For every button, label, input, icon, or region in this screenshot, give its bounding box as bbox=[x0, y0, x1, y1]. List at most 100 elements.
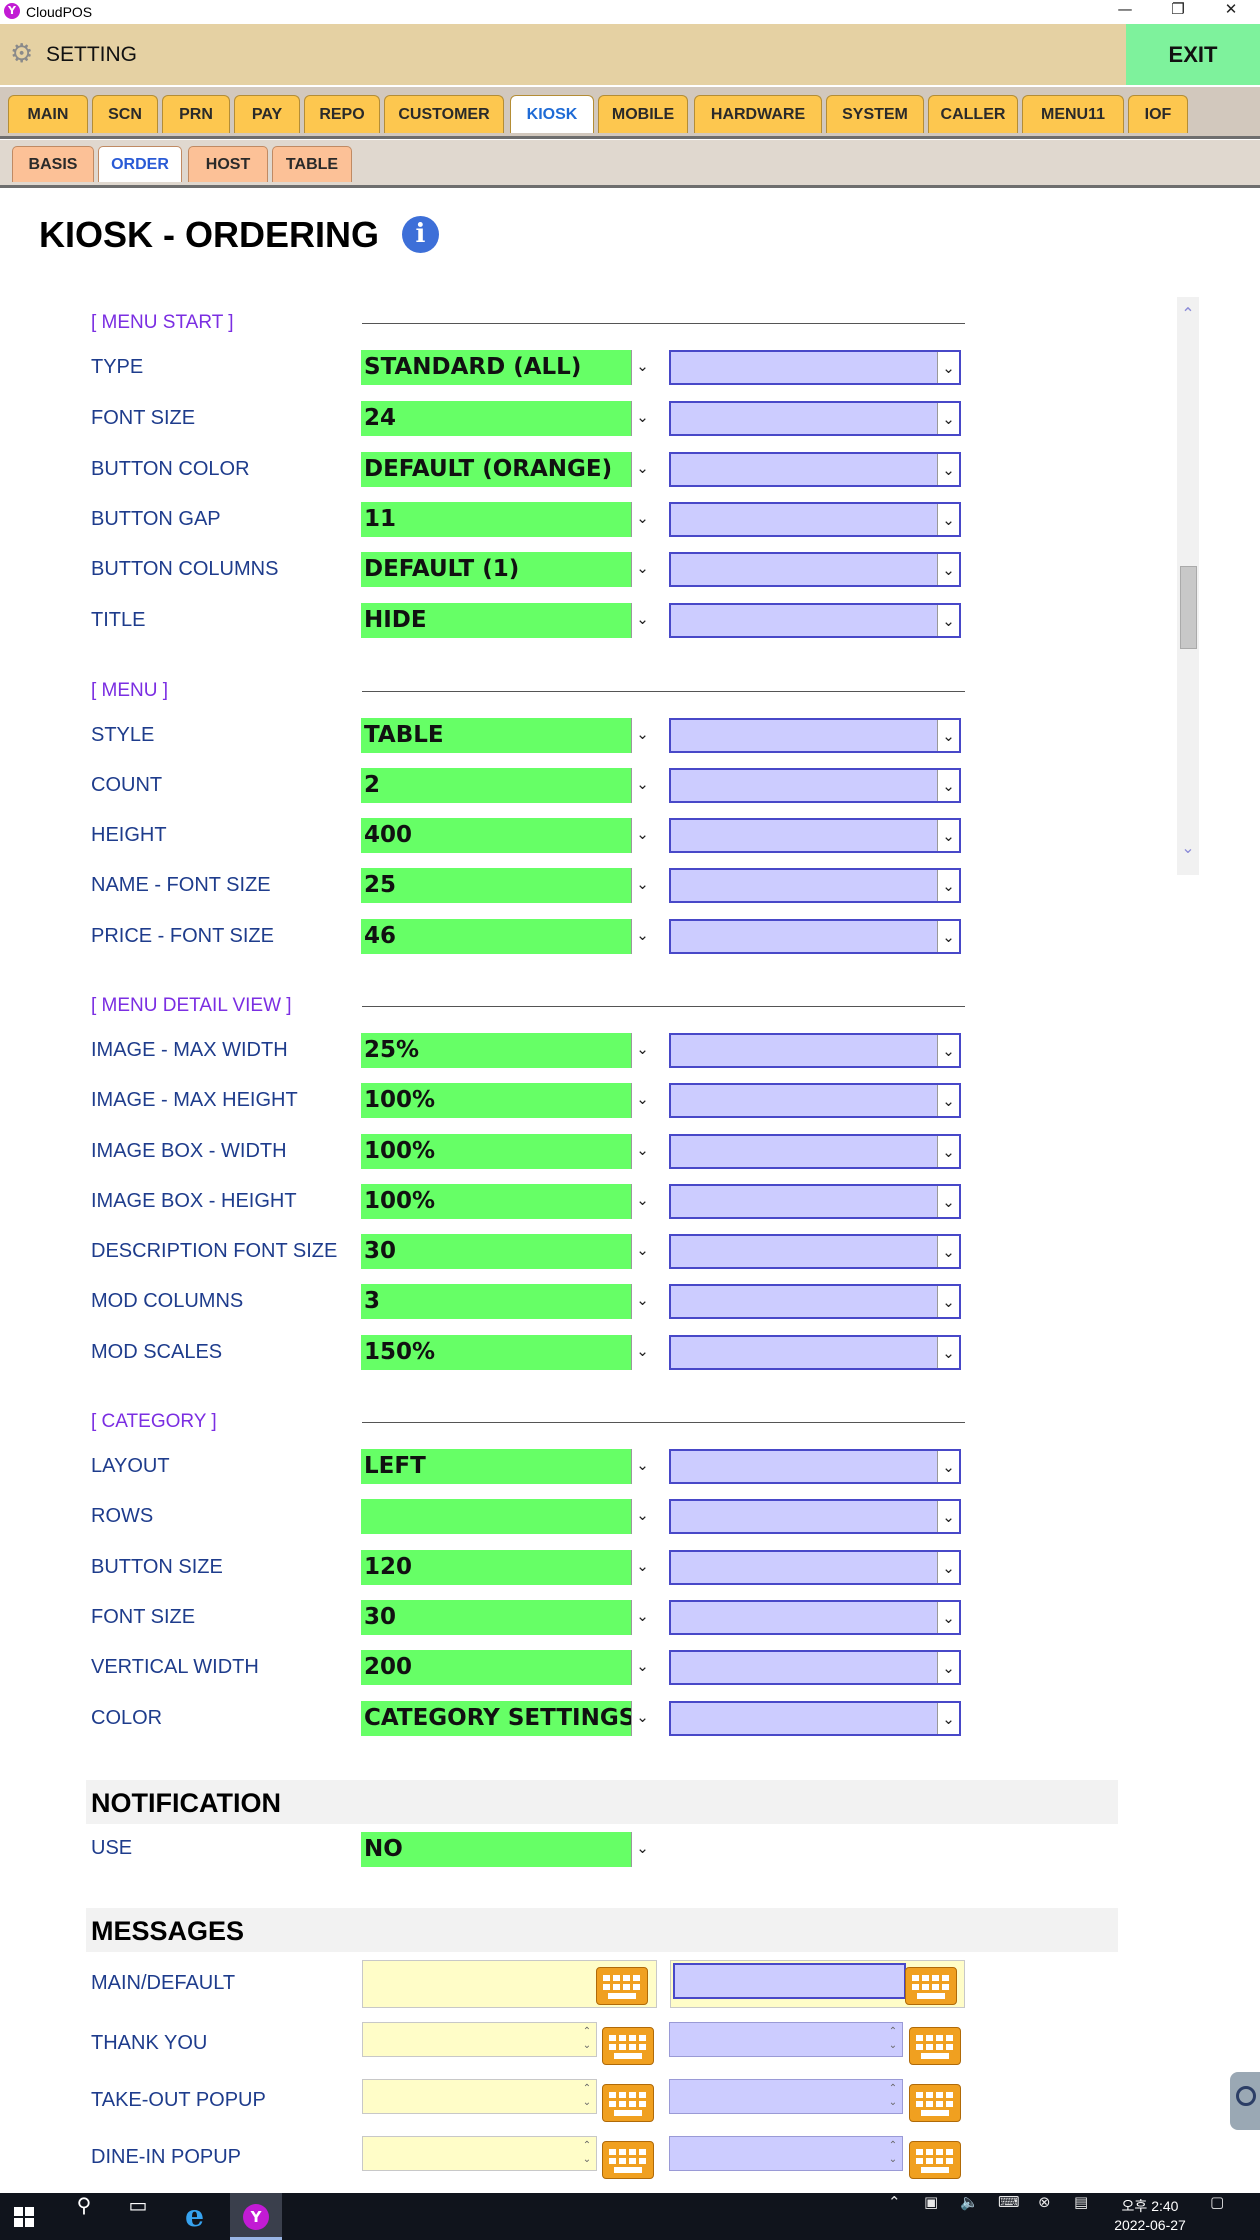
tab-main[interactable]: MAIN bbox=[8, 95, 88, 133]
exit-button[interactable]: EXIT bbox=[1126, 24, 1260, 85]
chevron-down-icon[interactable]: ⌄ bbox=[937, 1602, 959, 1633]
chevron-down-icon[interactable]: ⌄ bbox=[631, 768, 653, 803]
setting-select[interactable]: 150% ⌄ bbox=[361, 1335, 653, 1370]
chevron-down-icon[interactable]: ⌄ bbox=[631, 1033, 653, 1068]
chevron-down-icon[interactable]: ⌄ bbox=[937, 605, 959, 636]
tab-customer[interactable]: CUSTOMER bbox=[384, 95, 504, 133]
message-input-secondary[interactable]: ⌃ ⌄ bbox=[669, 2136, 903, 2171]
network-icon[interactable]: ▣ bbox=[924, 2193, 939, 2211]
setting-select[interactable]: TABLE ⌄ bbox=[361, 718, 653, 753]
chevron-down-icon[interactable]: ⌄ bbox=[631, 1083, 653, 1118]
minimize-button[interactable]: — bbox=[1117, 0, 1133, 18]
chevron-down-icon[interactable]: ⌄ bbox=[937, 1552, 959, 1583]
chevron-down-icon[interactable]: ⌄ bbox=[937, 870, 959, 901]
chevron-down-icon[interactable]: ⌄ bbox=[631, 1832, 653, 1867]
chevron-down-icon[interactable]: ⌄ bbox=[631, 1335, 653, 1370]
setting-select-secondary[interactable]: ⌄ bbox=[669, 1650, 961, 1685]
setting-select[interactable]: 100% ⌄ bbox=[361, 1083, 653, 1118]
keyboard-icon[interactable] bbox=[596, 1967, 648, 2005]
setting-select[interactable]: DEFAULT (ORANGE) ⌄ bbox=[361, 452, 653, 487]
chevron-down-icon[interactable]: ⌄ bbox=[631, 1234, 653, 1269]
setting-select[interactable]: 100% ⌄ bbox=[361, 1134, 653, 1169]
setting-select[interactable]: 46 ⌄ bbox=[361, 919, 653, 954]
chevron-down-icon[interactable]: ⌄ bbox=[631, 502, 653, 537]
tab-menu11[interactable]: MENU11 bbox=[1022, 95, 1124, 133]
chevron-down-icon[interactable]: ⌄ bbox=[937, 1035, 959, 1066]
restore-button[interactable]: ❐ bbox=[1171, 0, 1185, 18]
volume-icon[interactable]: 🔈 bbox=[960, 2193, 979, 2211]
chevron-down-icon[interactable]: ⌄ bbox=[631, 1499, 653, 1534]
setting-select[interactable]: 200 ⌄ bbox=[361, 1650, 653, 1685]
chevron-down-icon[interactable]: ⌄ bbox=[631, 1184, 653, 1219]
setting-select[interactable]: STANDARD (ALL) ⌄ bbox=[361, 350, 653, 385]
taskbar-clock[interactable]: 오후 2:40 2022-06-27 bbox=[1108, 2197, 1192, 2235]
chevron-down-icon[interactable]: ⌄ bbox=[937, 1236, 959, 1267]
chevron-down-icon[interactable]: ⌄ bbox=[937, 720, 959, 751]
setting-select[interactable]: 400 ⌄ bbox=[361, 818, 653, 853]
spinner-arrows-icon[interactable]: ⌃ ⌄ bbox=[582, 2026, 592, 2051]
floating-side-widget[interactable] bbox=[1230, 2072, 1260, 2130]
chevron-down-icon[interactable]: ⌄ bbox=[937, 1136, 959, 1167]
chevron-down-icon[interactable]: ⌄ bbox=[631, 1650, 653, 1685]
chevron-down-icon[interactable]: ⌄ bbox=[631, 401, 653, 436]
windows-start-icon[interactable] bbox=[14, 2207, 34, 2227]
chevron-down-icon[interactable]: ⌄ bbox=[937, 1703, 959, 1734]
subtab-table[interactable]: TABLE bbox=[272, 146, 352, 182]
keyboard-icon[interactable] bbox=[909, 2084, 961, 2122]
message-input[interactable]: ⌃ ⌄ bbox=[362, 2136, 597, 2171]
setting-select-secondary[interactable]: ⌄ bbox=[669, 1335, 961, 1370]
chevron-down-icon[interactable]: ⌄ bbox=[937, 770, 959, 801]
tab-iof[interactable]: IOF bbox=[1128, 95, 1188, 133]
setting-select-secondary[interactable]: ⌄ bbox=[669, 1550, 961, 1585]
setting-select[interactable]: 25 ⌄ bbox=[361, 868, 653, 903]
setting-select-secondary[interactable]: ⌄ bbox=[669, 1033, 961, 1068]
setting-select[interactable]: 100% ⌄ bbox=[361, 1184, 653, 1219]
keyboard-icon[interactable] bbox=[909, 2141, 961, 2179]
message-input[interactable]: ⌃ ⌄ bbox=[362, 2079, 597, 2114]
setting-select[interactable]: ⌄ bbox=[361, 1499, 653, 1534]
chevron-down-icon[interactable]: ⌄ bbox=[631, 1550, 653, 1585]
tab-pay[interactable]: PAY bbox=[234, 95, 300, 133]
tab-repo[interactable]: REPO bbox=[304, 95, 380, 133]
keyboard-icon[interactable] bbox=[602, 2027, 654, 2065]
task-view-icon[interactable]: ▭ bbox=[128, 2193, 148, 2217]
keyboard-icon[interactable] bbox=[602, 2141, 654, 2179]
setting-select-secondary[interactable]: ⌄ bbox=[669, 350, 961, 385]
tray-chevron-up-icon[interactable]: ⌃ bbox=[888, 2193, 901, 2211]
setting-select[interactable]: 25% ⌄ bbox=[361, 1033, 653, 1068]
setting-select-secondary[interactable]: ⌄ bbox=[669, 1234, 961, 1269]
setting-select-secondary[interactable]: ⌄ bbox=[669, 1600, 961, 1635]
setting-select-secondary[interactable]: ⌄ bbox=[669, 919, 961, 954]
setting-select[interactable]: 120 ⌄ bbox=[361, 1550, 653, 1585]
chevron-down-icon[interactable]: ⌄ bbox=[937, 454, 959, 485]
internet-explorer-icon[interactable]: e bbox=[185, 2199, 205, 2234]
tab-system[interactable]: SYSTEM bbox=[826, 95, 924, 133]
chevron-down-icon[interactable]: ⌄ bbox=[631, 868, 653, 903]
setting-select-secondary[interactable]: ⌄ bbox=[669, 868, 961, 903]
cloudpos-taskbar-icon[interactable]: Y bbox=[243, 2204, 269, 2230]
setting-select[interactable]: LEFT ⌄ bbox=[361, 1449, 653, 1484]
spinner-arrows-icon[interactable]: ⌃ ⌄ bbox=[888, 2026, 898, 2051]
setting-select[interactable]: CATEGORY SETTINGS ⌄ bbox=[361, 1701, 653, 1736]
tab-hardware[interactable]: HARDWARE bbox=[694, 95, 822, 133]
chevron-down-icon[interactable]: ⌄ bbox=[937, 554, 959, 585]
scroll-down-icon[interactable]: ⌄ bbox=[1181, 838, 1195, 857]
setting-select[interactable]: 24 ⌄ bbox=[361, 401, 653, 436]
search-icon[interactable]: ⚲ bbox=[76, 2193, 92, 2217]
setting-select-secondary[interactable]: ⌄ bbox=[669, 603, 961, 638]
keyboard-tray-icon[interactable]: ⌨ bbox=[998, 2193, 1020, 2211]
chevron-down-icon[interactable]: ⌄ bbox=[631, 1134, 653, 1169]
setting-select[interactable]: 30 ⌄ bbox=[361, 1234, 653, 1269]
notification-use-select[interactable]: NO ⌄ bbox=[361, 1832, 653, 1867]
spinner-arrows-icon[interactable]: ⌃ ⌄ bbox=[582, 2083, 592, 2108]
message-input-secondary[interactable]: ⌃ ⌄ bbox=[669, 2022, 903, 2057]
chevron-down-icon[interactable]: ⌄ bbox=[631, 1701, 653, 1736]
setting-select[interactable]: 3 ⌄ bbox=[361, 1284, 653, 1319]
chevron-down-icon[interactable]: ⌄ bbox=[937, 1501, 959, 1532]
ime-icon[interactable]: ▤ bbox=[1074, 2193, 1089, 2211]
chevron-down-icon[interactable]: ⌄ bbox=[937, 1085, 959, 1116]
setting-select-secondary[interactable]: ⌄ bbox=[669, 452, 961, 487]
keyboard-icon[interactable] bbox=[905, 1967, 957, 2005]
setting-select-secondary[interactable]: ⌄ bbox=[669, 552, 961, 587]
chevron-down-icon[interactable]: ⌄ bbox=[631, 919, 653, 954]
